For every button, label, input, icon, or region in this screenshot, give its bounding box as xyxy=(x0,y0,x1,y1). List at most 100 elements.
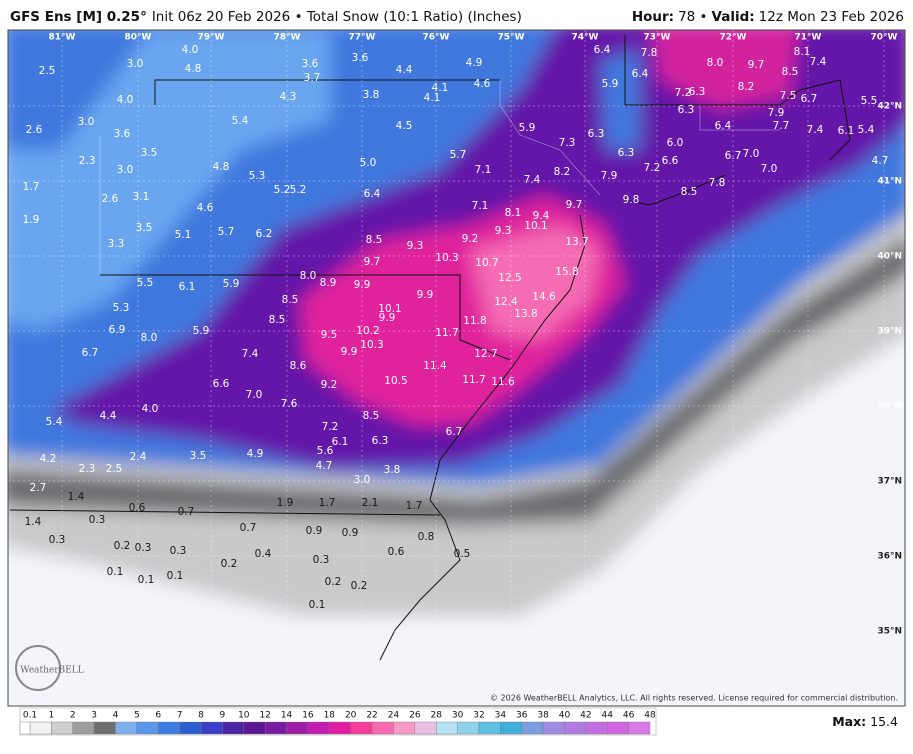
snow-value: 9.8 xyxy=(623,194,640,206)
snow-value: 5.4 xyxy=(46,416,63,428)
snow-value: 9.3 xyxy=(495,225,512,237)
colorbar-tick: 28 xyxy=(430,711,442,721)
snow-value: 8.5 xyxy=(363,410,380,422)
snow-value: 7.4 xyxy=(242,348,259,360)
snow-value: 0.3 xyxy=(89,514,106,526)
lat-label: 42°N xyxy=(877,102,902,112)
snow-value: 7.8 xyxy=(641,47,658,59)
snow-value: 7.2 xyxy=(675,87,692,99)
snow-value: 0.7 xyxy=(178,506,195,518)
snow-value: 0.5 xyxy=(454,548,471,560)
snow-value: 4.4 xyxy=(100,410,117,422)
colorbar-swatch xyxy=(436,721,458,735)
snow-value: 8.2 xyxy=(554,166,571,178)
snow-value: 7.0 xyxy=(246,389,263,401)
long-island xyxy=(624,174,726,206)
snow-value: 13.8 xyxy=(514,308,537,320)
snow-value: 3.7 xyxy=(304,72,321,84)
colorbar-tick: 34 xyxy=(495,711,507,721)
hour-label: Hour: xyxy=(632,9,674,25)
colorbar-tick: 38 xyxy=(537,711,549,721)
lat-label: 40°N xyxy=(877,252,902,262)
snow-value: 0.4 xyxy=(255,548,272,560)
snow-value: 3.5 xyxy=(190,450,207,462)
snow-value: 8.1 xyxy=(505,207,522,219)
mason-dixon xyxy=(100,274,511,361)
light-blue-region xyxy=(8,30,330,330)
colorbar-tick: 36 xyxy=(516,711,528,721)
snow-value: 6.2 xyxy=(256,228,273,240)
colorbar-swatch xyxy=(72,721,95,735)
colorbar-swatch xyxy=(500,721,522,735)
snow-value: 2.7 xyxy=(30,482,47,494)
colorbar-swatch xyxy=(179,721,202,735)
colorbar: 0.1 1 2 3 4 5 6 7 8 9 10 12 14 16 18 20 22 24 26 28 30 32 34 36… xyxy=(19,707,657,736)
lat-label: 37°N xyxy=(877,477,902,487)
snow-value: 8.5 xyxy=(282,294,299,306)
snow-value: 9.2 xyxy=(462,233,479,245)
snow-value: 6.4 xyxy=(364,188,381,200)
snow-value: 3.8 xyxy=(384,464,401,476)
snow-value: 2.1 xyxy=(362,497,379,509)
max-value: 15.4 xyxy=(870,714,898,729)
snow-value: 8.5 xyxy=(366,234,383,246)
snow-value: 6.3 xyxy=(678,104,695,116)
snow-value: 4.6 xyxy=(197,202,214,214)
snow-value: 1.9 xyxy=(23,214,40,226)
snow-value: 5.6 xyxy=(317,445,334,457)
lon-label: 73°W xyxy=(644,33,671,43)
colorbar-tick: 46 xyxy=(623,711,635,721)
snow-value: 7.4 xyxy=(524,174,541,186)
snow-value: 5.5 xyxy=(137,277,154,289)
colorbar-tick: 26 xyxy=(409,711,421,721)
colorbar-swatch xyxy=(264,721,287,735)
colorbar-swatch xyxy=(243,721,266,735)
snow-value: 7.0 xyxy=(743,148,760,160)
colorbar-swatch xyxy=(607,721,629,735)
snow-value: 0.3 xyxy=(313,554,330,566)
colorbar-tick: 30 xyxy=(452,711,464,721)
snow-value: 7.4 xyxy=(810,56,827,68)
lon-label: 81°W xyxy=(49,33,76,43)
colorbar-tick: 20 xyxy=(345,711,357,721)
snow-value: 6.7 xyxy=(82,347,99,359)
snow-value: 7.5 xyxy=(780,90,797,102)
lat-label: 41°N xyxy=(877,177,902,187)
colorbar-swatch xyxy=(307,721,330,735)
colorbar-tick: 16 xyxy=(302,711,314,721)
colorbar-tick: 22 xyxy=(366,711,377,721)
colorbar-tick: 5 xyxy=(134,711,140,721)
colorbar-tick: 24 xyxy=(388,711,400,721)
snow-value: 6.0 xyxy=(667,137,684,149)
colorbar-tick: 10 xyxy=(238,711,250,721)
snow-value: 6.3 xyxy=(689,86,706,98)
snow-value: 0.1 xyxy=(107,566,124,578)
snow-value: 2.6 xyxy=(26,124,43,136)
snow-value: 7.3 xyxy=(559,137,576,149)
snow-value: 4.3 xyxy=(280,91,297,103)
colorbar-swatch xyxy=(136,721,159,735)
snow-value: 1.9 xyxy=(277,497,294,509)
snow-value: 3.0 xyxy=(78,116,95,128)
snow-value: 9.9 xyxy=(417,289,434,301)
colorbar-tick: 2 xyxy=(70,711,76,721)
snow-value: 4.7 xyxy=(316,460,333,472)
colorbar-tick: 1 xyxy=(49,711,55,721)
valid-label: Valid: xyxy=(712,9,755,25)
snow-value: 9.7 xyxy=(364,256,381,268)
snow-value: 7.4 xyxy=(807,124,824,136)
snow-value: 0.8 xyxy=(418,531,435,543)
ny-border xyxy=(154,79,500,105)
colorbar-swatch xyxy=(200,721,223,735)
coastline xyxy=(379,214,586,661)
snow-value: 7.7 xyxy=(773,120,790,132)
snow-value: 0.3 xyxy=(49,534,66,546)
colorbar-swatch xyxy=(350,721,373,735)
snow-value: 0.9 xyxy=(306,525,323,537)
snow-value: 9.9 xyxy=(379,312,396,324)
snow-value: 5.7 xyxy=(450,149,467,161)
snow-value: 4.0 xyxy=(117,94,134,106)
colorbar-tick: 8 xyxy=(198,711,204,721)
snow-value: 11.4 xyxy=(423,360,447,372)
snow-value: 8.1 xyxy=(794,46,811,58)
